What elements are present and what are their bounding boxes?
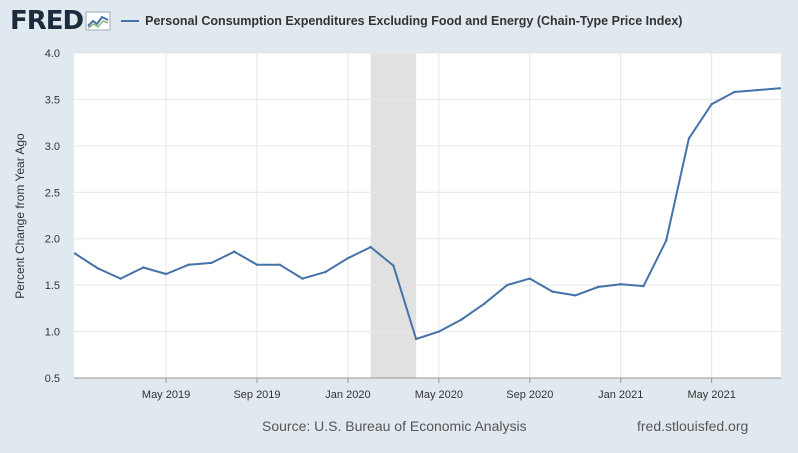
data-point [119,277,122,280]
data-point [187,263,191,266]
x-tick-label: Jan 2021 [598,389,643,401]
data-point [414,337,418,341]
y-tick-label: 0.5 [45,373,60,385]
y-tick-label: 1.5 [45,280,60,292]
fred-logo[interactable]: FRED [10,6,111,36]
x-tick-label: Jan 2020 [325,389,370,401]
data-point [301,277,304,280]
data-point [278,263,281,266]
logo-text: FRED [10,6,84,36]
source-text: Source: U.S. Bureau of Economic Analysis [262,418,527,434]
data-point [73,252,77,255]
data-point [483,302,486,305]
data-point [460,318,463,321]
data-point [255,263,259,266]
data-point [551,290,554,293]
data-point [96,267,100,270]
data-point [574,294,577,297]
legend: Personal Consumption Expenditures Exclud… [121,14,682,28]
data-point [642,284,645,288]
plot-area [74,53,781,378]
x-tick-label: May 2020 [415,389,463,401]
data-point [437,330,441,333]
data-point [392,264,395,267]
data-point [164,272,168,276]
y-tick-label: 4.0 [45,48,60,60]
data-point [528,277,531,280]
data-point [619,283,622,286]
data-point [733,90,736,94]
y-tick-label: 3.5 [45,94,60,106]
y-tick-label: 1.0 [45,327,60,339]
fred-graph-icon [85,11,111,31]
y-tick-label: 2.5 [45,187,60,199]
data-point [142,266,145,269]
header: FRED Personal Consumption Expenditures E… [10,6,682,36]
series-line [74,87,780,340]
x-tick-label: May 2019 [142,389,190,401]
data-point [755,88,759,92]
data-point [505,283,509,287]
y-tick-label: 3.0 [45,141,60,153]
fred-url-link[interactable]: fred.stlouisfed.org [637,418,749,434]
data-point [324,270,327,274]
recession-band [370,53,417,378]
y-tick-label: 2.0 [45,234,60,246]
data-point [596,285,600,289]
data-point [710,102,713,106]
data-point [346,257,350,260]
data-point [369,245,372,249]
data-point [233,250,236,253]
x-tick-label: Sep 2019 [233,389,280,401]
legend-swatch [121,20,140,22]
data-point [210,261,213,265]
legend-series-label: Personal Consumption Expenditures Exclud… [145,14,683,28]
data-point [778,87,782,90]
y-axis-label: Percent Change from Year Ago [13,133,27,299]
data-point [687,137,691,140]
x-tick-label: Sep 2020 [506,389,553,401]
data-point [664,239,668,242]
x-tick-label: May 2021 [688,389,736,401]
